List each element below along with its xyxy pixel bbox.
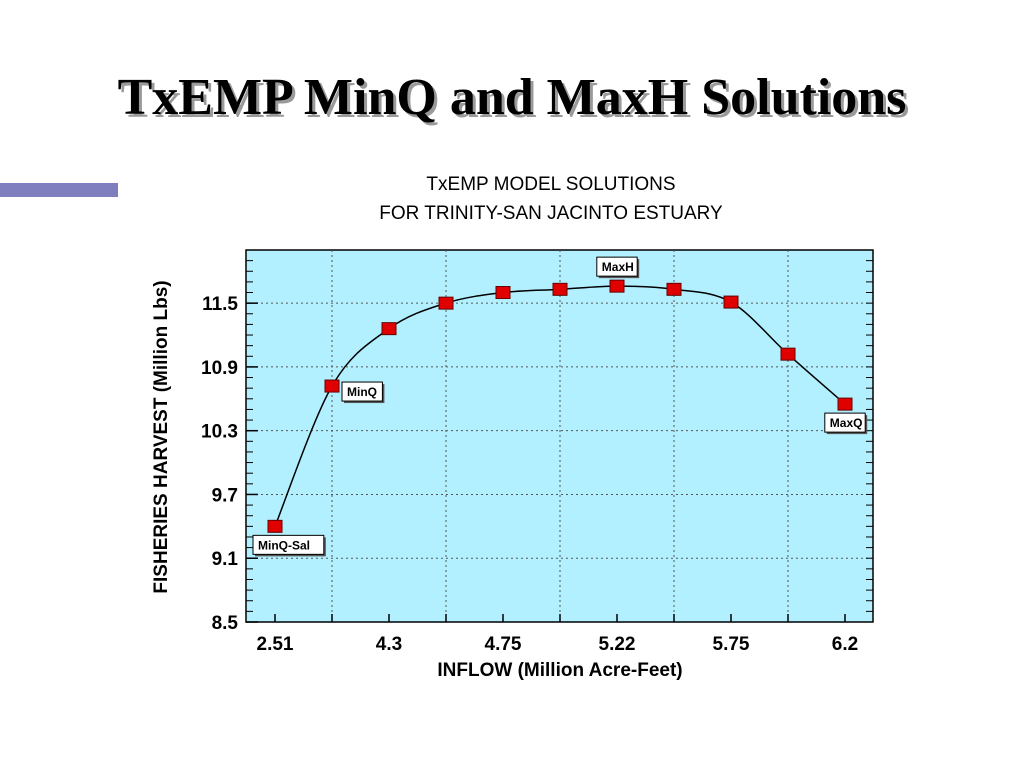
data-point: [837, 397, 853, 411]
data-point: [267, 519, 283, 533]
gridlines: [246, 250, 873, 622]
data-point: [495, 286, 511, 300]
data-point: [666, 282, 682, 296]
y-axis-label: FISHERIES HARVEST (Million Lbs): [151, 280, 172, 593]
y-tick-label: 10.9: [201, 358, 238, 379]
annotation-label: MaxH: [602, 260, 634, 274]
x-tick-label: 4.3: [376, 634, 402, 655]
annotation-label: MaxQ: [830, 416, 863, 430]
accent-bar: [0, 183, 118, 197]
point-annotation: MaxQ: [824, 412, 868, 435]
slide-title: TxEMP MinQ and MaxH Solutions: [117, 69, 907, 126]
annotation-label: MinQ-Sal: [258, 538, 310, 552]
data-point: [552, 282, 568, 296]
y-tick-label: 9.7: [212, 485, 238, 506]
chart-title-line-2: FOR TRINITY-SAN JACINTO ESTUARY: [379, 203, 723, 224]
y-tick-label: 9.1: [212, 549, 239, 570]
data-point: [381, 322, 397, 336]
chart-title-line-1: TxEMP MODEL SOLUTIONS: [426, 174, 675, 195]
y-tick-label: 10.3: [201, 422, 238, 443]
x-tick-label: 5.22: [599, 634, 636, 655]
y-tick-label: 11.5: [202, 294, 238, 315]
annotation-box: [252, 534, 325, 555]
data-point: [324, 379, 340, 393]
x-tick-label: 2.51: [257, 634, 294, 655]
y-tick-labels: 8.5 9.1 9.7 10.3 10.9 11.5: [201, 294, 238, 634]
ticks: [246, 260, 873, 623]
data-point: [438, 296, 454, 310]
data-point: [780, 347, 796, 361]
data-point: [609, 279, 625, 293]
point-annotation: MinQ: [341, 381, 385, 404]
x-tick-label: 6.2: [832, 634, 858, 655]
point-annotation: MaxH: [596, 256, 640, 279]
annotation-label: MinQ: [347, 385, 377, 399]
x-tick-label: 5.75: [713, 634, 750, 655]
annotation-box: [824, 412, 866, 433]
point-annotation: MinQ-Sal: [252, 534, 326, 557]
annotation-box: [596, 256, 638, 277]
series-markers: [267, 279, 853, 533]
x-tick-labels: 2.51 4.3 4.75 5.22 5.75 6.2: [257, 634, 859, 655]
y-tick-label: 8.5: [212, 613, 239, 634]
x-tick-label: 4.75: [485, 634, 522, 655]
data-point: [723, 295, 739, 309]
point-annotations: MinQ-Sal MinQ MaxH MaxQ: [252, 256, 868, 557]
annotation-box: [341, 381, 383, 402]
series-line: [274, 285, 846, 527]
series-line-path: [274, 285, 846, 527]
x-axis-label: INFLOW (Million Acre-Feet): [437, 660, 682, 681]
